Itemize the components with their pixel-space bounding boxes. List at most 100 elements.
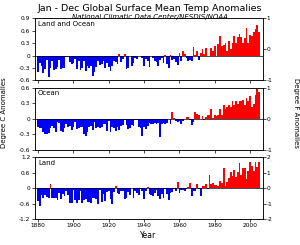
Bar: [87, 188, 88, 202]
Bar: [62, 188, 64, 194]
Bar: [156, 56, 157, 62]
Bar: [143, 119, 145, 127]
Bar: [37, 188, 39, 201]
Bar: [230, 49, 232, 56]
Bar: [124, 188, 125, 199]
Bar: [46, 119, 48, 134]
Bar: [57, 119, 59, 122]
Bar: [159, 119, 161, 136]
Bar: [221, 115, 223, 119]
Bar: [60, 188, 62, 199]
Bar: [177, 182, 178, 188]
Bar: [228, 105, 230, 119]
Bar: [214, 185, 216, 188]
Bar: [113, 119, 115, 128]
Bar: [99, 56, 101, 65]
Bar: [223, 45, 224, 56]
Bar: [173, 188, 175, 189]
Bar: [73, 119, 74, 127]
Bar: [71, 119, 73, 130]
Bar: [124, 119, 125, 120]
Bar: [232, 101, 233, 119]
Bar: [210, 48, 212, 56]
Bar: [152, 56, 154, 58]
Bar: [95, 119, 97, 128]
Bar: [164, 55, 166, 56]
Bar: [200, 119, 202, 120]
Bar: [172, 112, 173, 119]
Bar: [106, 56, 108, 63]
Bar: [43, 188, 44, 198]
Bar: [101, 119, 103, 127]
Bar: [69, 56, 71, 61]
Bar: [249, 36, 251, 56]
Bar: [73, 56, 74, 62]
Bar: [101, 188, 103, 202]
Bar: [104, 119, 106, 124]
Bar: [85, 56, 87, 71]
Bar: [80, 119, 81, 127]
Bar: [127, 56, 129, 68]
Bar: [172, 188, 173, 192]
Bar: [224, 109, 226, 119]
Bar: [117, 188, 118, 193]
Bar: [154, 188, 156, 193]
Bar: [134, 119, 136, 120]
Bar: [113, 188, 115, 192]
Bar: [216, 185, 218, 188]
Bar: [214, 46, 216, 56]
Bar: [124, 54, 125, 56]
Bar: [64, 56, 65, 68]
Bar: [238, 101, 240, 119]
Bar: [147, 119, 148, 126]
Bar: [254, 162, 256, 188]
Bar: [208, 175, 210, 188]
Bar: [41, 188, 43, 195]
Bar: [141, 119, 143, 136]
Bar: [196, 114, 198, 119]
Bar: [111, 119, 113, 127]
Bar: [108, 56, 109, 67]
Bar: [218, 44, 219, 56]
Bar: [60, 119, 62, 131]
Bar: [99, 119, 101, 128]
Bar: [78, 119, 80, 128]
Bar: [125, 188, 127, 198]
Text: National Climatic Data Center/NESDIS/NOAA: National Climatic Data Center/NESDIS/NOA…: [72, 13, 228, 20]
Bar: [97, 56, 99, 61]
Bar: [88, 119, 90, 127]
Bar: [226, 107, 228, 119]
Bar: [55, 188, 57, 198]
Bar: [67, 56, 69, 57]
Bar: [122, 188, 124, 191]
Bar: [168, 56, 170, 68]
Bar: [60, 56, 62, 69]
Bar: [249, 96, 251, 119]
Bar: [233, 36, 235, 56]
Bar: [50, 119, 51, 128]
Bar: [152, 119, 154, 124]
Bar: [157, 56, 159, 66]
Bar: [154, 56, 156, 61]
Bar: [256, 25, 258, 56]
Bar: [246, 98, 248, 119]
Bar: [138, 188, 140, 195]
Bar: [87, 119, 88, 132]
Bar: [117, 119, 118, 127]
Bar: [194, 111, 196, 119]
Bar: [94, 188, 95, 198]
Bar: [129, 188, 131, 195]
Bar: [143, 56, 145, 66]
Bar: [39, 119, 41, 128]
Bar: [180, 56, 182, 61]
Bar: [50, 56, 51, 68]
Bar: [37, 56, 39, 72]
Bar: [203, 119, 205, 120]
Bar: [95, 188, 97, 199]
Bar: [69, 188, 71, 203]
Bar: [46, 188, 48, 197]
Bar: [111, 56, 113, 65]
Bar: [103, 188, 104, 194]
Bar: [133, 188, 134, 198]
Bar: [67, 119, 69, 127]
